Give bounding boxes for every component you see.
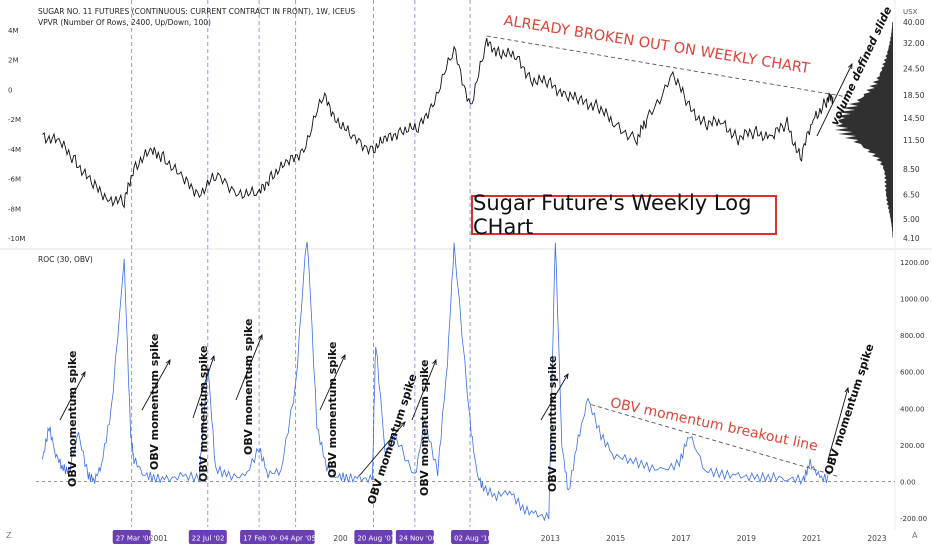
obv-tick-1: 4M	[8, 27, 19, 35]
timezone-corner[interactable]: Z	[6, 531, 12, 540]
event-label-6: 24 Nov '08	[399, 535, 437, 543]
roc-tick-4: 600.00	[900, 369, 925, 377]
spike-annotation-8: OBV momentum spike	[546, 355, 559, 492]
auto-scale-corner[interactable]: A	[912, 531, 918, 540]
spike-arrow-1-head	[80, 370, 86, 378]
price-tick-7: 8.50	[903, 165, 920, 174]
vpvr-profile	[834, 22, 893, 238]
price-tick-10: 4.10	[903, 234, 920, 243]
spike-arrow-8	[540, 373, 569, 421]
year-label-4: 2015	[606, 534, 625, 543]
spike-arrow-2	[141, 359, 171, 411]
spike-arrow-final	[827, 387, 849, 461]
volume-slide-arrow-head	[847, 62, 853, 70]
spike-arrow-7	[411, 359, 437, 421]
price-tick-8: 6.50	[903, 190, 920, 199]
roc-tick-7: 0.00	[900, 478, 916, 486]
symbol-header[interactable]: SUGAR NO. 11 FUTURES (CONTINUOUS: CURREN…	[38, 7, 356, 16]
price-tick-5: 14.50	[903, 114, 925, 123]
roc-tick-6: 200.00	[900, 442, 925, 450]
spike-annotation-7: OBV momentum spike	[418, 359, 431, 496]
year-label-5: 2017	[671, 534, 690, 543]
year-label-6: 2019	[737, 534, 756, 543]
obv-tick-8: -10M	[8, 235, 25, 243]
spike-arrow-6-head	[400, 421, 406, 427]
event-label-7: 02 Aug '10	[454, 535, 492, 543]
spike-arrow-4	[235, 334, 263, 401]
spike-annotation-4: OBV momentum spike	[242, 318, 255, 455]
obv-tick-5: -4M	[8, 146, 21, 154]
spike-arrow-6	[359, 421, 406, 476]
spike-annotation-2: OBV momentum spike	[148, 333, 161, 470]
roc-breakout-line	[591, 404, 840, 478]
roc-pane-label[interactable]: ROC (30, OBV)	[38, 255, 93, 264]
indicator-header[interactable]: VPVR (Number Of Rows, 2400, Up/Down, 100…	[38, 18, 211, 27]
price-series-line	[42, 37, 834, 209]
year-label-8: 2023	[867, 534, 886, 543]
price-tick-6: 11.50	[903, 136, 925, 145]
obv-tick-3: 0	[8, 86, 12, 94]
event-badge-5	[354, 530, 393, 544]
event-label-1: 27 Mar '00	[116, 535, 153, 543]
spike-arrow-4-head	[258, 333, 263, 341]
event-badge-4	[276, 530, 315, 544]
year-label-3: 2013	[541, 534, 560, 543]
event-badge-7	[451, 530, 490, 544]
price-currency-label: USX	[903, 8, 918, 16]
obv-tick-4: -2M	[8, 116, 21, 124]
spike-arrow-8-head	[563, 373, 569, 380]
spike-arrow-7-head	[432, 358, 437, 366]
price-tick-1: 40.00	[903, 18, 925, 27]
spike-arrow-2-head	[165, 358, 171, 366]
spike-arrow-final-head	[844, 386, 850, 394]
obv-tick-6: -6M	[8, 176, 21, 184]
price-tick-9: 5.00	[903, 215, 920, 224]
spike-annotation-3: OBV momentum spike	[197, 345, 210, 482]
roc-series-line	[42, 241, 829, 522]
event-label-5: 20 Aug '07	[357, 535, 395, 543]
year-label-2: 200	[333, 534, 348, 543]
spike-arrow-1	[59, 371, 86, 421]
roc-tick-3: 800.00	[900, 332, 925, 340]
spike-annotation-1: OBV momentum spike	[66, 350, 79, 487]
event-label-2: 22 Jul '02	[192, 535, 225, 543]
price-tick-2: 32.00	[903, 39, 925, 48]
event-badge-1	[112, 530, 151, 544]
obv-tick-7: -8M	[8, 205, 21, 213]
year-label-7: 2021	[802, 534, 821, 543]
year-label-1: 2001	[149, 534, 168, 543]
price-tick-3: 24.50	[903, 64, 925, 73]
obv-tick-2: 2M	[8, 57, 19, 65]
roc-tick-5: 400.00	[900, 405, 925, 413]
spike-arrow-5	[319, 354, 346, 411]
spike-arrow-5-head	[341, 353, 346, 361]
chart-title-box: Sugar Future's Weekly Log CHart	[471, 191, 777, 239]
event-label-3: 17 Feb '04	[243, 535, 280, 543]
roc-tick-2: 1000.00	[900, 296, 929, 304]
roc-tick-8: -200.00	[900, 515, 927, 523]
event-badge-3	[240, 530, 279, 544]
spike-arrow-3	[192, 355, 215, 419]
volume-slide-arrow	[816, 63, 853, 137]
roc-tick-1: 1200.00	[900, 259, 929, 267]
spike-arrow-3-head	[210, 354, 215, 362]
price-tick-4: 18.50	[903, 91, 925, 100]
event-label-4: 04 Apr '05	[280, 535, 316, 543]
event-badge-6	[395, 530, 434, 544]
event-badge-2	[188, 530, 227, 544]
spike-annotation-5: OBV momentum spike	[326, 341, 339, 478]
